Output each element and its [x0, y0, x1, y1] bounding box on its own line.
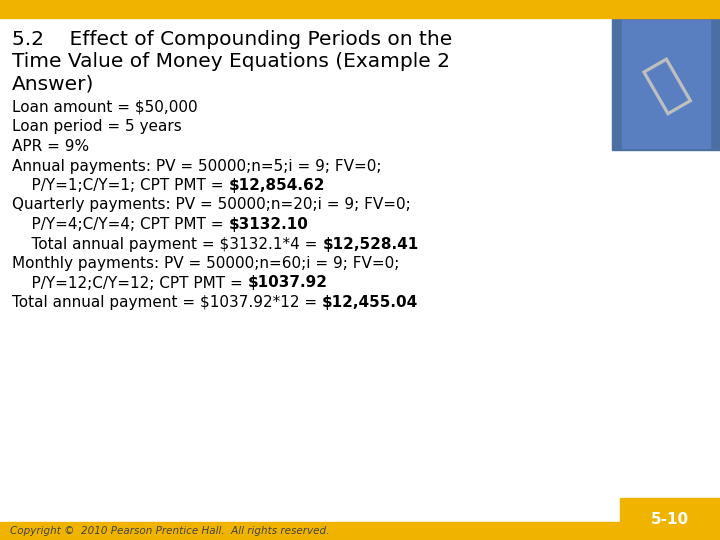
Text: Annual payments: PV = 50000;n=5;i = 9; FV=0;: Annual payments: PV = 50000;n=5;i = 9; F… — [12, 159, 382, 173]
Bar — [0, 522, 720, 540]
Bar — [612, 18, 720, 150]
Text: P/Y=4;C/Y=4; CPT PMT =: P/Y=4;C/Y=4; CPT PMT = — [12, 217, 228, 232]
Text: P/Y=1;C/Y=1; CPT PMT =: P/Y=1;C/Y=1; CPT PMT = — [12, 178, 228, 193]
Bar — [620, 498, 720, 540]
Text: $12,455.04: $12,455.04 — [322, 295, 418, 310]
Text: P/Y=12;C/Y=12; CPT PMT =: P/Y=12;C/Y=12; CPT PMT = — [12, 275, 248, 291]
Bar — [622, 20, 710, 148]
Text: APR = 9%: APR = 9% — [12, 139, 89, 154]
Text: Total annual payment = $3132.1*4 =: Total annual payment = $3132.1*4 = — [12, 237, 323, 252]
Text: $1037.92: $1037.92 — [248, 275, 328, 291]
Text: Quarterly payments: PV = 50000;n=20;i = 9; FV=0;: Quarterly payments: PV = 50000;n=20;i = … — [12, 198, 410, 213]
Text: Loan amount = $50,000: Loan amount = $50,000 — [12, 100, 197, 115]
Text: 5-10: 5-10 — [651, 511, 689, 526]
Text: Copyright ©  2010 Pearson Prentice Hall.  All rights reserved.: Copyright © 2010 Pearson Prentice Hall. … — [10, 526, 329, 536]
Text: Loan period = 5 years: Loan period = 5 years — [12, 119, 181, 134]
Text: $3132.10: $3132.10 — [228, 217, 308, 232]
Text: Time Value of Money Equations (Example 2: Time Value of Money Equations (Example 2 — [12, 52, 450, 71]
Text: 🔧: 🔧 — [636, 51, 696, 117]
Text: 5.2    Effect of Compounding Periods on the: 5.2 Effect of Compounding Periods on the — [12, 30, 452, 49]
Text: Answer): Answer) — [12, 74, 94, 93]
Text: Total annual payment = $1037.92*12 =: Total annual payment = $1037.92*12 = — [12, 295, 322, 310]
Bar — [0, 0, 720, 18]
Text: $12,854.62: $12,854.62 — [228, 178, 325, 193]
Text: Monthly payments: PV = 50000;n=60;i = 9; FV=0;: Monthly payments: PV = 50000;n=60;i = 9;… — [12, 256, 400, 271]
Text: $12,528.41: $12,528.41 — [323, 237, 418, 252]
